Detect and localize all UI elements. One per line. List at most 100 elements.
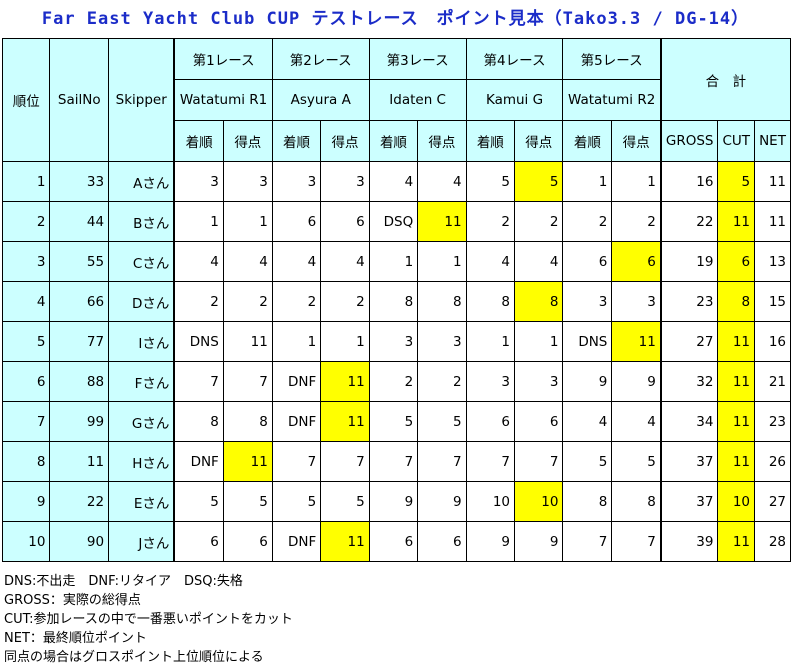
results-table: 順位 SailNo Skipper 第1レース 第2レース 第3レース 第4レー… bbox=[1, 38, 791, 562]
cut-cell: 11 bbox=[717, 321, 756, 362]
finish-cell: 5 bbox=[562, 441, 613, 482]
rank-cell: 9 bbox=[1, 481, 51, 522]
gross-cell: 34 bbox=[660, 401, 719, 442]
skipper-header: Skipper bbox=[108, 38, 176, 162]
finish-cell: 2 bbox=[562, 201, 613, 242]
finish-cell: 1 bbox=[173, 201, 224, 242]
sailno-cell: 55 bbox=[49, 241, 110, 282]
net-header: NET bbox=[754, 120, 791, 162]
note-line: GROSS：実際の総得点 bbox=[4, 593, 141, 608]
finish-cell: 7 bbox=[173, 361, 224, 402]
finish-cell: DNF bbox=[271, 361, 322, 402]
race-2-course: Asyura A bbox=[271, 79, 370, 121]
skipper-cell: Eさん bbox=[108, 481, 176, 522]
points-header: 得点 bbox=[222, 120, 273, 162]
finish-cell: 5 bbox=[465, 161, 516, 202]
points-cell: 11 bbox=[611, 321, 662, 362]
gross-cell: 23 bbox=[660, 281, 719, 322]
points-header: 得点 bbox=[611, 120, 662, 162]
skipper-cell: Jさん bbox=[108, 521, 176, 562]
points-cell: 1 bbox=[514, 321, 564, 362]
table-row: 3 55 Cさん 4 4 4 4 1 1 4 4 6 6 19 6 13 bbox=[1, 241, 791, 282]
sailno-cell: 44 bbox=[49, 201, 110, 242]
gross-cell: 27 bbox=[660, 321, 719, 362]
race-1-course: Watatumi R1 bbox=[173, 79, 273, 121]
rank-cell: 7 bbox=[1, 401, 51, 442]
gross-cell: 16 bbox=[660, 161, 719, 202]
points-cell: 5 bbox=[611, 441, 662, 482]
finish-cell: 9 bbox=[562, 361, 613, 402]
race-2-header: 第2レース bbox=[271, 38, 370, 80]
points-cell: 8 bbox=[222, 401, 273, 442]
finish-cell: 3 bbox=[465, 361, 516, 402]
points-cell: 11 bbox=[320, 521, 370, 562]
rank-cell: 10 bbox=[1, 521, 51, 562]
gross-cell: 37 bbox=[660, 441, 719, 482]
table-row: 1 33 Aさん 3 3 3 3 4 4 5 5 1 1 16 5 11 bbox=[1, 161, 791, 202]
cut-cell: 5 bbox=[717, 161, 756, 202]
net-cell: 21 bbox=[754, 361, 791, 402]
skipper-cell: Fさん bbox=[108, 361, 176, 402]
finish-cell: 1 bbox=[368, 241, 419, 282]
points-cell: 2 bbox=[320, 281, 370, 322]
sailno-cell: 22 bbox=[49, 481, 110, 522]
rank-header: 順位 bbox=[1, 38, 51, 162]
header-row-courses: Watatumi R1 Asyura A Idaten C Kamui G Wa… bbox=[3, 79, 791, 121]
finish-header: 着順 bbox=[368, 120, 419, 162]
rank-cell: 2 bbox=[1, 201, 51, 242]
finish-cell: 9 bbox=[465, 521, 516, 562]
points-cell: 6 bbox=[611, 241, 662, 282]
race-4-header: 第4レース bbox=[465, 38, 564, 80]
sailno-cell: 11 bbox=[49, 441, 110, 482]
points-cell: 3 bbox=[320, 161, 370, 202]
race-1-header: 第1レース bbox=[173, 38, 273, 80]
note-line: NET：最終順位ポイント bbox=[4, 631, 147, 646]
skipper-cell: Hさん bbox=[108, 441, 176, 482]
points-cell: 11 bbox=[222, 441, 273, 482]
race-5-course: Watatumi R2 bbox=[562, 79, 662, 121]
points-cell: 11 bbox=[320, 401, 370, 442]
cut-cell: 6 bbox=[717, 241, 756, 282]
points-cell: 6 bbox=[320, 201, 370, 242]
points-cell: 8 bbox=[417, 281, 467, 322]
finish-cell: 8 bbox=[562, 481, 613, 522]
finish-cell: 9 bbox=[368, 481, 419, 522]
net-cell: 16 bbox=[754, 321, 791, 362]
finish-cell: 7 bbox=[562, 521, 613, 562]
points-cell: 7 bbox=[320, 441, 370, 482]
gross-header: GROSS bbox=[660, 120, 719, 162]
cut-cell: 11 bbox=[717, 401, 756, 442]
points-cell: 4 bbox=[514, 241, 564, 282]
rank-cell: 5 bbox=[1, 321, 51, 362]
gross-cell: 19 bbox=[660, 241, 719, 282]
finish-cell: 6 bbox=[368, 521, 419, 562]
finish-cell: 7 bbox=[465, 441, 516, 482]
finish-cell: 1 bbox=[271, 321, 322, 362]
net-cell: 11 bbox=[754, 201, 791, 242]
points-cell: 4 bbox=[417, 161, 467, 202]
points-cell: 11 bbox=[417, 201, 467, 242]
finish-cell: DSQ bbox=[368, 201, 419, 242]
finish-cell: 4 bbox=[173, 241, 224, 282]
table-row: 7 99 Gさん 8 8 DNF 11 5 5 6 6 4 4 34 11 23 bbox=[1, 401, 791, 442]
finish-header: 着順 bbox=[173, 120, 224, 162]
cut-cell: 8 bbox=[717, 281, 756, 322]
finish-cell: 5 bbox=[271, 481, 322, 522]
rank-cell: 8 bbox=[1, 441, 51, 482]
points-cell: 1 bbox=[611, 161, 662, 202]
race-5-header: 第5レース bbox=[562, 38, 662, 80]
net-cell: 26 bbox=[754, 441, 791, 482]
points-cell: 9 bbox=[611, 361, 662, 402]
finish-cell: 8 bbox=[465, 281, 516, 322]
note-line: CUT:参加レースの中で一番悪いポイントをカット bbox=[4, 612, 293, 627]
points-cell: 8 bbox=[514, 281, 564, 322]
sailno-header: SailNo bbox=[49, 38, 110, 162]
finish-cell: 4 bbox=[368, 161, 419, 202]
cut-cell: 11 bbox=[717, 361, 756, 402]
finish-cell: 5 bbox=[173, 481, 224, 522]
total-header: 合 計 bbox=[660, 38, 791, 121]
net-cell: 23 bbox=[754, 401, 791, 442]
race-4-course: Kamui G bbox=[465, 79, 564, 121]
gross-cell: 37 bbox=[660, 481, 719, 522]
skipper-cell: Iさん bbox=[108, 321, 176, 362]
